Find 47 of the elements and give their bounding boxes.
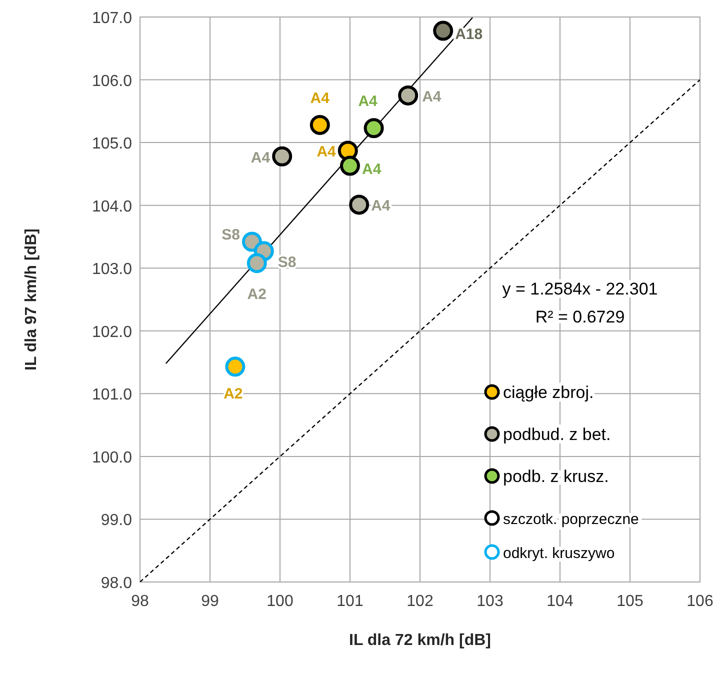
x-tick-label: 103: [476, 593, 504, 610]
y-tick-label: 98.0: [100, 575, 132, 592]
point: [272, 146, 292, 166]
point: [310, 114, 330, 135]
legend-label: ciągłe zbroj.: [503, 383, 594, 402]
point: [433, 20, 454, 41]
point: [364, 118, 384, 138]
data-label: A4: [310, 90, 330, 107]
x-tick-label: 98: [131, 593, 149, 610]
legend-label: podb. z krusz.: [503, 467, 609, 486]
data-label: A4: [362, 160, 382, 178]
point: [225, 356, 246, 377]
point: [349, 194, 370, 215]
data-label: A2: [224, 386, 243, 403]
x-tick-label: 106: [686, 593, 714, 610]
data-label: A2: [247, 286, 266, 304]
point: [398, 85, 418, 106]
x-axis-title: IL dla 72 km/h [dB]: [349, 632, 491, 649]
y-tick-label: 105.0: [92, 136, 132, 153]
point: [340, 156, 360, 176]
data-label: A4: [250, 149, 271, 166]
y-axis-title: IL dla 97 km/h [dB]: [23, 228, 40, 370]
y-tick-label: 99.0: [100, 512, 132, 530]
x-tick-label: 100: [266, 593, 294, 610]
y-tick-label: 103.0: [92, 261, 132, 278]
legend-label: podbud. z bet.: [503, 425, 611, 444]
y-tick-label: 100.0: [92, 449, 132, 466]
x-tick-label: 101: [336, 593, 364, 610]
point: [246, 253, 267, 274]
y-tick-label: 102.0: [92, 324, 132, 341]
x-tick-label: 99: [201, 593, 219, 610]
data-label: S8: [222, 226, 240, 244]
annotation: R² = 0.6729: [535, 307, 625, 326]
y-tick-label: 101.0: [92, 386, 132, 404]
y-tick-label: 107.0: [92, 10, 132, 27]
x-tick-label: 105: [616, 593, 644, 610]
legend-label: szczotk. poprzeczne: [503, 511, 639, 528]
x-tick-label: 102: [406, 593, 434, 610]
annotation: y = 1.2584x - 22.301: [502, 279, 658, 298]
data-label: A4: [358, 93, 378, 110]
data-label: A4: [316, 144, 337, 161]
legend-label: odkryt. kruszywo: [503, 545, 615, 562]
data-label: A18: [455, 26, 483, 43]
y-tick-label: 106.0: [92, 72, 132, 90]
y-tick-label: 104.0: [92, 198, 132, 216]
data-label: A4: [422, 88, 442, 106]
x-tick-label: 104: [546, 593, 574, 610]
